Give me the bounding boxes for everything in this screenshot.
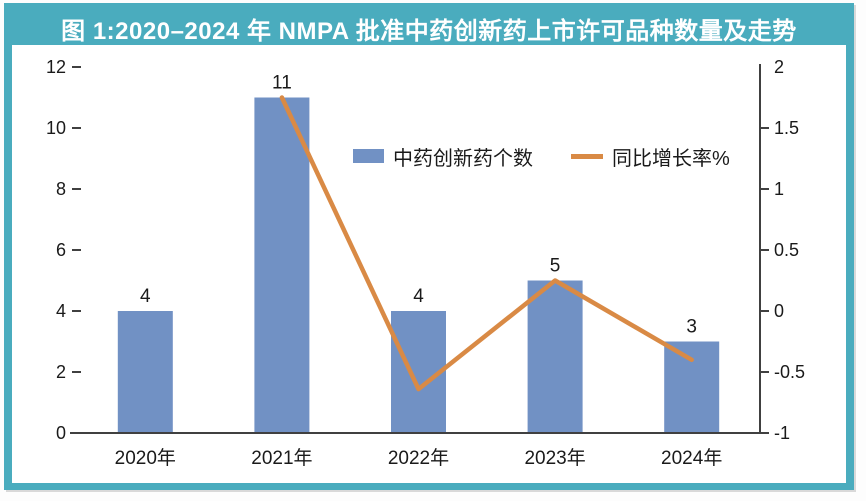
left-axis-tick-label: 4 <box>56 301 66 321</box>
right-axis-tick-label: -0.5 <box>774 362 805 382</box>
right-axis-tick-label: 2 <box>774 57 784 77</box>
bar <box>527 280 583 433</box>
left-axis-tick-label: 2 <box>56 362 66 382</box>
bar-value-label: 5 <box>550 256 561 277</box>
combo-chart: 0 2 4 6 8 10 12 2 1.5 1 0.5 0 -0.5 -1 4 11 4 5 3 2020年 2021年… <box>46 57 805 469</box>
chart-panel: 0 2 4 6 8 10 12 2 1.5 1 0.5 0 -0.5 -1 4 11 4 5 3 2020年 2021年… <box>12 45 846 483</box>
x-axis-category-label: 2021年 <box>251 447 312 469</box>
right-axis-tick-label: 1.5 <box>774 118 799 138</box>
figure-title: 图 1:2020–2024 年 NMPA 批准中药创新药上市许可品种数量及走势 <box>61 17 797 45</box>
figure-title-bar: 图 1:2020–2024 年 NMPA 批准中药创新药上市许可品种数量及走势 <box>12 11 846 45</box>
left-axis-tick-label: 10 <box>46 118 66 138</box>
legend-bar-label: 中药创新药个数 <box>393 147 533 170</box>
bar-value-label: 4 <box>140 286 151 307</box>
legend-line-label: 同比增长率% <box>612 147 730 170</box>
figure-frame: 图 1:2020–2024 年 NMPA 批准中药创新药上市许可品种数量及走势 … <box>4 3 854 490</box>
x-axis-category-label: 2024年 <box>661 447 722 469</box>
right-axis-tick-label: 1 <box>774 179 784 199</box>
x-axis-category-label: 2023年 <box>524 447 585 469</box>
left-axis-tick-label: 0 <box>56 423 66 443</box>
left-axis-tick-label: 12 <box>46 57 66 77</box>
chart-legend: 中药创新药个数 同比增长率% <box>353 143 730 170</box>
bar-value-label: 4 <box>413 286 424 307</box>
right-axis-tick-label: -1 <box>774 423 790 443</box>
bar <box>117 311 173 433</box>
x-axis-category-label: 2022年 <box>388 447 449 469</box>
bar <box>664 341 720 433</box>
x-axis-category-label: 2020年 <box>115 447 176 469</box>
left-axis-tick-label: 8 <box>56 179 66 199</box>
left-axis-tick-label: 6 <box>56 240 66 260</box>
right-axis-tick-label: 0.5 <box>774 240 799 260</box>
bar-value-label: 3 <box>686 317 697 338</box>
bar-value-label: 11 <box>272 73 292 94</box>
bar <box>254 97 310 433</box>
legend-bar-swatch <box>353 149 384 163</box>
legend-line-swatch <box>571 153 603 159</box>
right-axis-tick-label: 0 <box>774 301 784 321</box>
growth-rate-line <box>279 95 694 392</box>
